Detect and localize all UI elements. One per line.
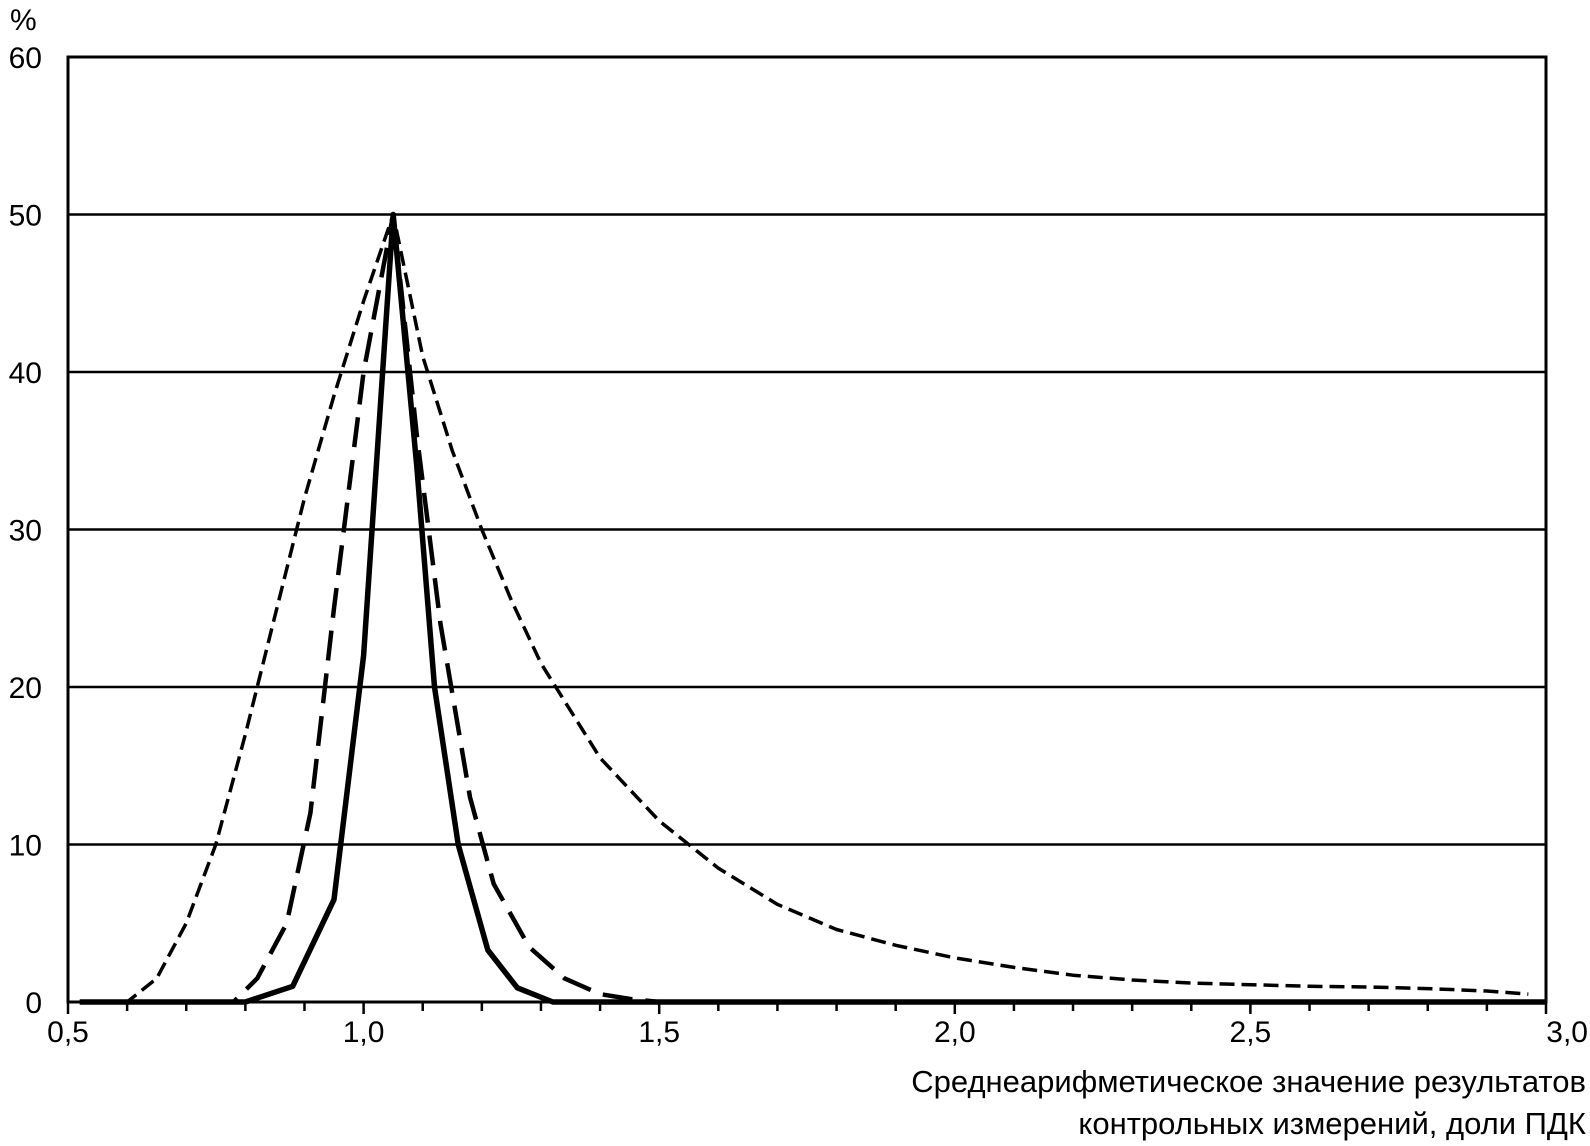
x-axis-title-line-2: контрольных измерений, доли ПДК	[1078, 1106, 1586, 1141]
y-tick-label: 60	[9, 42, 42, 75]
x-tick-label: 2,5	[1230, 1016, 1272, 1049]
y-tick-label: 50	[9, 200, 42, 233]
y-tick-label: 30	[9, 515, 42, 548]
x-tick-label: 1,5	[638, 1016, 680, 1049]
series-line-solid	[79, 211, 1546, 1005]
y-tick-label: 20	[9, 672, 42, 705]
x-axis-title-line-1: Среднеарифметическое значение результато…	[911, 1064, 1586, 1099]
y-axis-title: %	[10, 4, 37, 37]
x-tick-label: 2,0	[934, 1016, 976, 1049]
series-line-long-dash	[79, 212, 1546, 1005]
x-tick-label: 0,5	[47, 1016, 89, 1049]
y-tick-label: 0	[25, 987, 42, 1020]
y-tick-labels: 0 10 20 30 40 50 60	[9, 42, 42, 1020]
x-tick-label: 3,0	[1546, 1016, 1588, 1049]
series-line-short-dash	[79, 212, 1529, 1004]
y-tick-label: 40	[9, 357, 42, 390]
series-layer	[79, 211, 1546, 1005]
x-tick-label: 1,0	[343, 1016, 385, 1049]
y-tick-label: 10	[9, 830, 42, 863]
x-tick-labels: 0,5 1,0 1,5 2,0 2,5 3,0	[47, 1016, 1588, 1049]
plot-frame	[66, 55, 1548, 1004]
gridlines	[68, 213, 1546, 846]
